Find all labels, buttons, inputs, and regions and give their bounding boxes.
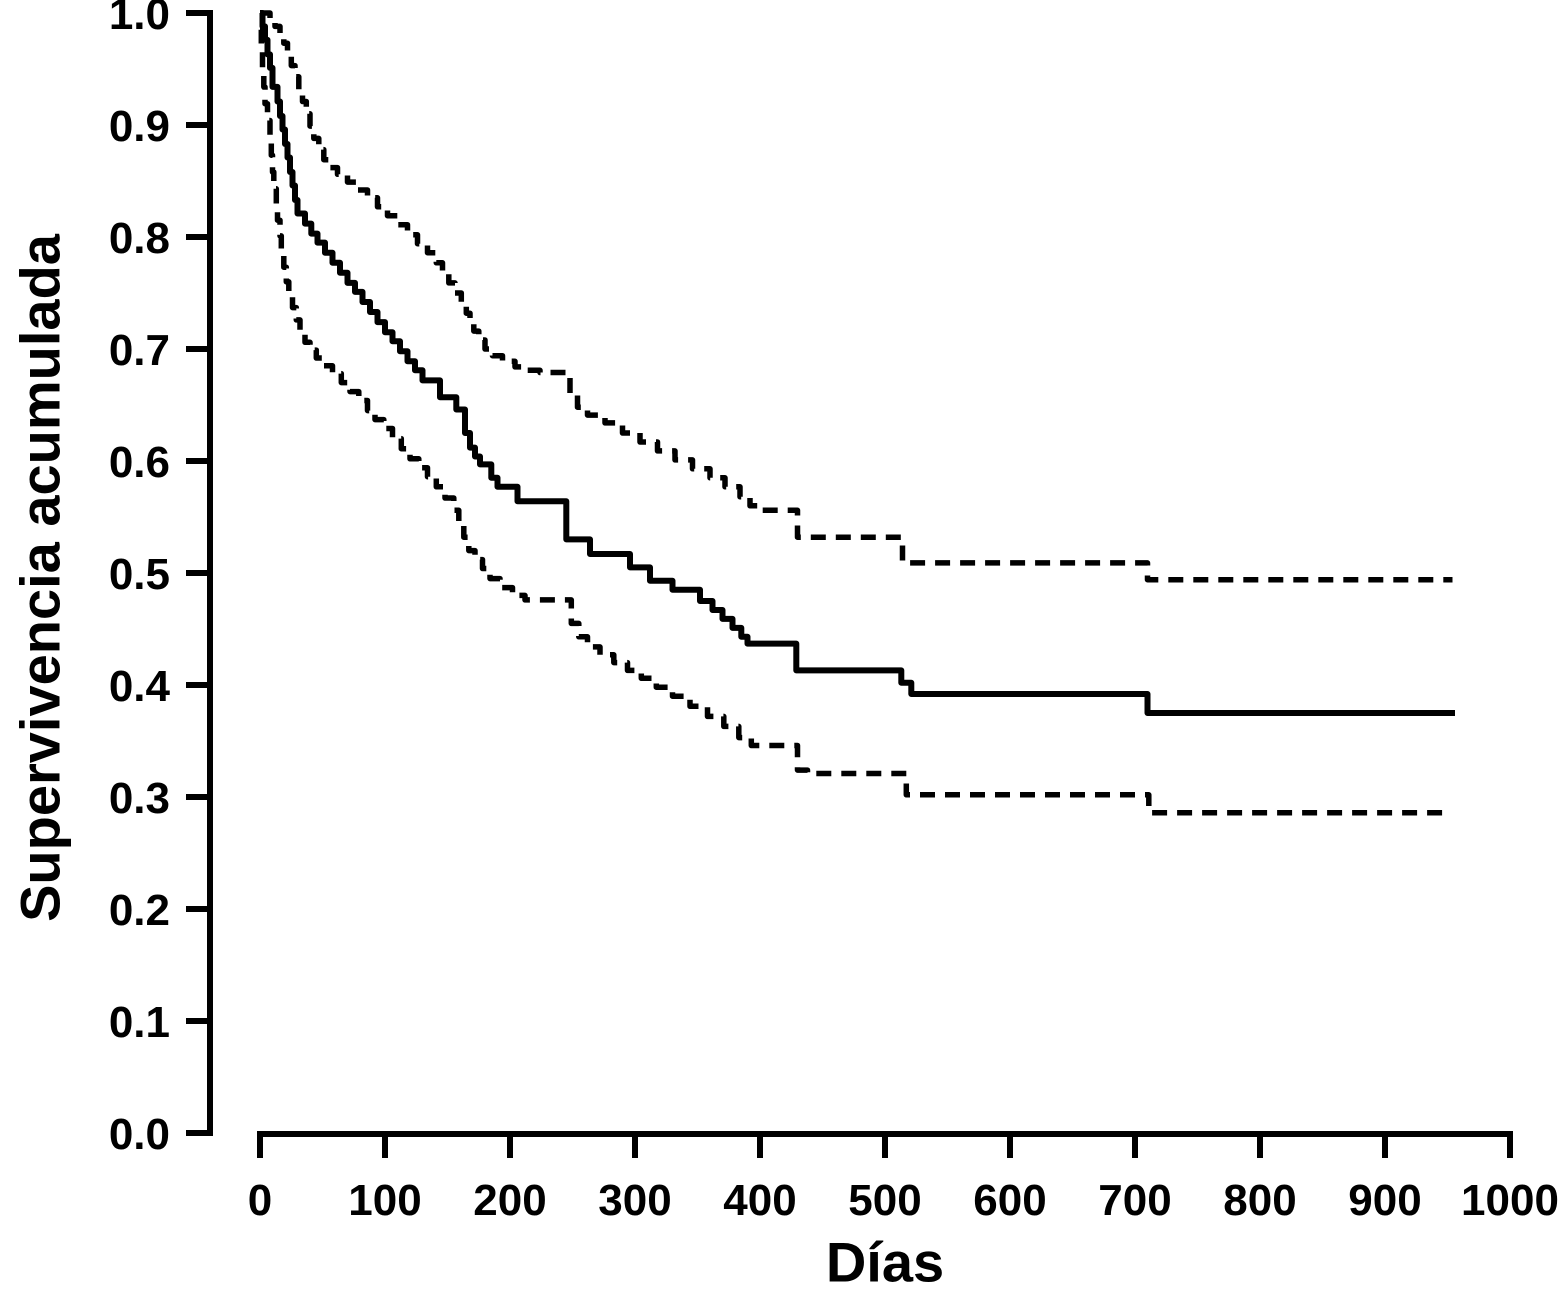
x-tick-label: 300 [598,1176,671,1225]
x-tick-label: 500 [848,1176,921,1225]
series-group [258,10,1455,816]
y-tick-label: 0.2 [109,886,170,935]
y-tick-label: 0.4 [109,662,171,711]
y-tick-label: 0.7 [109,326,170,375]
y-tick-label: 1.0 [109,0,170,39]
y-tick-label: 0.0 [109,1110,170,1159]
y-tick-label: 0.8 [109,214,170,263]
x-tick-label: 0 [248,1176,272,1225]
x-tick-label: 1000 [1461,1176,1559,1225]
lower-ci-line [258,27,1448,816]
km-estimate-line [259,10,1455,716]
y-tick-label: 0.5 [109,550,170,599]
y-tick-label: 0.1 [109,998,170,1047]
x-tick-label: 200 [473,1176,546,1225]
y-tick-label: 0.3 [109,774,170,823]
upper-ci-line [260,10,1453,583]
y-tick-label: 0.6 [109,438,170,487]
x-axis-title: Días [825,1230,945,1294]
y-tick-label: 0.9 [109,102,170,151]
x-tick-label: 800 [1223,1176,1296,1225]
x-tick-label: 700 [1098,1176,1171,1225]
x-tick-label: 100 [348,1176,421,1225]
x-tick-label: 400 [723,1176,796,1225]
y-axis: 0.0 0.1 0.2 0.3 0.4 0.5 0.6 0.7 0.8 0.9 1.0 [109,0,213,1159]
y-axis-title: Supervivencia acumulada [8,234,72,922]
x-axis: 0 100 200 300 400 500 600 700 800 900 1000 [248,1131,1559,1225]
x-tick-label: 900 [1348,1176,1421,1225]
x-tick-label: 600 [973,1176,1046,1225]
